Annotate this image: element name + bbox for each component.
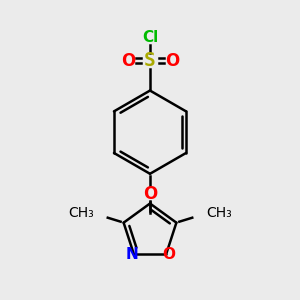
Text: Cl: Cl xyxy=(142,30,158,45)
Text: O: O xyxy=(165,52,179,70)
Text: N: N xyxy=(125,247,138,262)
Text: CH₃: CH₃ xyxy=(206,206,232,220)
Text: O: O xyxy=(143,184,157,202)
Text: CH₃: CH₃ xyxy=(68,206,94,220)
Text: O: O xyxy=(121,52,135,70)
Text: S: S xyxy=(144,51,156,70)
Text: O: O xyxy=(162,247,175,262)
